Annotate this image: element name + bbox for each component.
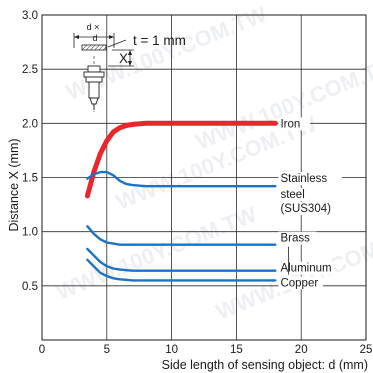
d-arrow-right-icon (109, 35, 114, 39)
y-tick-label: 2.0 (22, 118, 38, 130)
x-tick-label: 20 (295, 344, 308, 356)
copper-label-bg (278, 276, 323, 290)
x-arrow-down-icon (128, 61, 132, 66)
x-tick-label: 5 (104, 344, 110, 356)
x-axis-label: Side length of sensing object: d (mm) (162, 358, 368, 372)
y-tick-label: 0.5 (22, 281, 38, 293)
brass-label: Brass (280, 233, 310, 245)
y-tick-labels: 0.5 1.0 1.5 2.0 2.5 3.0 (22, 10, 38, 293)
series-labels: Iron Stainless steel (SUS304) Brass Aluminum C… (278, 117, 343, 290)
iron-label: Iron (280, 118, 300, 130)
x-dimension-label: X (119, 51, 128, 66)
x-tick-labels: 0 5 10 15 20 25 (39, 344, 373, 356)
d-times-label: d × (87, 22, 100, 32)
sensor-nut-bottom (85, 76, 103, 83)
aluminum-label-bg (278, 261, 336, 275)
y-tick-label: 3.0 (22, 10, 38, 22)
aluminum-label: Aluminum (280, 263, 331, 275)
d-label: d (92, 33, 97, 43)
stainless-sus304-label: (SUS304) (280, 203, 331, 215)
y-axis-label: Distance X (mm) (7, 138, 21, 231)
copper-label: Copper (280, 277, 318, 289)
d-arrow-left-icon (74, 35, 79, 39)
y-tick-label: 2.5 (22, 64, 38, 76)
stainless-steel-label: steel (280, 189, 304, 201)
series-lines (84, 120, 278, 282)
stainless-label-bg (278, 172, 343, 186)
iron-label-bg (278, 117, 311, 131)
x-tick-label: 25 (360, 344, 373, 356)
series-line-brass (86, 225, 277, 246)
x-arrow-up-icon (128, 50, 132, 55)
sensor-diagram-illustration: d × d X t = 1 mm (73, 22, 186, 112)
x-tick-label: 15 (230, 344, 243, 356)
sensor-nut-top (83, 71, 105, 78)
sensor-body (88, 81, 100, 99)
series-line-stainless-steel-sus304 (86, 170, 277, 188)
x-tick-label: 0 (39, 344, 45, 356)
thickness-label: t = 1 mm (133, 33, 186, 48)
series-line-iron (84, 120, 278, 199)
thickness-leader (107, 39, 127, 48)
y-tick-label: 1.0 (22, 227, 38, 239)
x-tick-label: 10 (165, 344, 178, 356)
series-line-aluminum (86, 247, 277, 272)
sensing-object-plate (81, 44, 107, 51)
stainless-sus304-label-bg (278, 202, 336, 216)
brass-label-bg (278, 231, 317, 245)
series-line-copper (86, 258, 277, 282)
stainless-label: Stainless (280, 173, 327, 185)
y-tick-label: 1.5 (22, 173, 38, 185)
sensor-head (87, 65, 101, 73)
stainless-steel-label-bg (278, 188, 317, 202)
sensor-tail (89, 97, 99, 105)
plot-frame (41, 14, 367, 341)
watermark-text: WWW.100Y.COM.TW (53, 201, 261, 304)
